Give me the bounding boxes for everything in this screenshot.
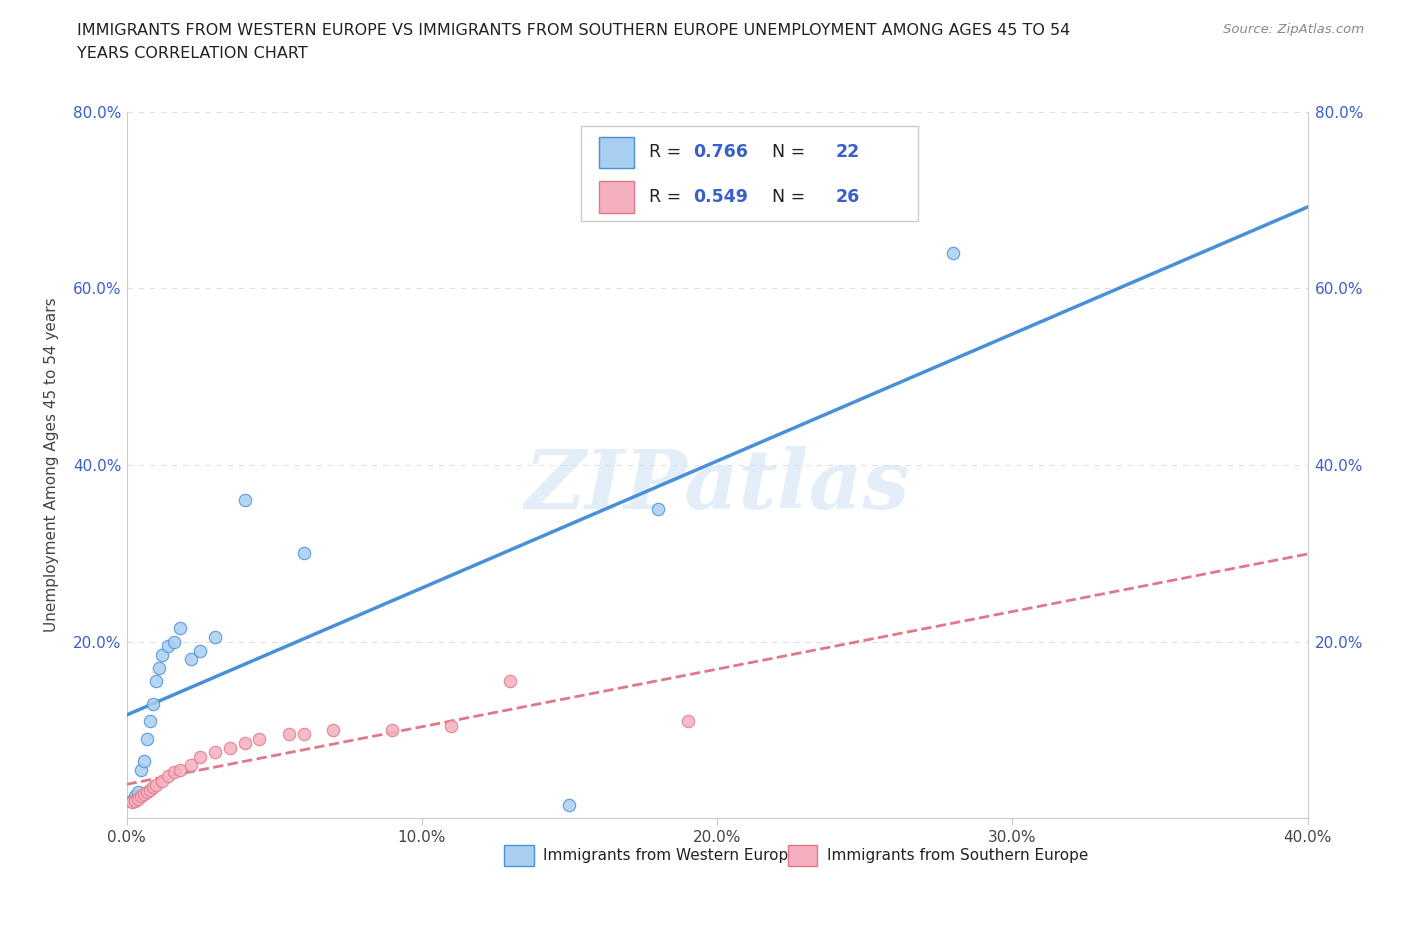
Point: [127, 785, 149, 800]
Text: N =: N =: [761, 143, 810, 162]
FancyBboxPatch shape: [599, 137, 634, 168]
Point: [129, 789, 153, 804]
Point: [142, 780, 165, 795]
Point: [150, 647, 173, 662]
Point: [136, 731, 159, 746]
Text: 0.549: 0.549: [693, 188, 748, 206]
Point: [278, 727, 301, 742]
Text: Immigrants from Western Europe: Immigrants from Western Europe: [544, 848, 799, 863]
Point: [204, 630, 226, 644]
Point: [121, 795, 143, 810]
Text: 0.766: 0.766: [693, 143, 748, 162]
Point: [139, 783, 162, 798]
Point: [440, 718, 463, 733]
Point: [292, 546, 315, 561]
Point: [148, 660, 170, 675]
Point: [381, 723, 404, 737]
Point: [139, 714, 162, 729]
Point: [647, 502, 669, 517]
FancyBboxPatch shape: [599, 181, 634, 213]
Text: IMMIGRANTS FROM WESTERN EUROPE VS IMMIGRANTS FROM SOUTHERN EUROPE UNEMPLOYMENT A: IMMIGRANTS FROM WESTERN EUROPE VS IMMIGR…: [77, 23, 1070, 38]
Point: [322, 723, 344, 737]
Point: [188, 750, 212, 764]
Point: [145, 777, 167, 792]
Text: R =: R =: [648, 188, 686, 206]
Text: Source: ZipAtlas.com: Source: ZipAtlas.com: [1223, 23, 1364, 36]
Point: [169, 763, 191, 777]
Point: [134, 753, 156, 768]
FancyBboxPatch shape: [505, 845, 534, 867]
Point: [156, 768, 179, 783]
Point: [942, 246, 965, 260]
Point: [558, 798, 581, 813]
Point: [180, 758, 202, 773]
Text: 22: 22: [835, 143, 859, 162]
Point: [156, 639, 179, 654]
Point: [204, 745, 226, 760]
Point: [163, 765, 186, 780]
Point: [499, 674, 522, 689]
Text: 26: 26: [835, 188, 859, 206]
Text: Immigrants from Southern Europe: Immigrants from Southern Europe: [827, 848, 1088, 863]
FancyBboxPatch shape: [787, 845, 817, 867]
Y-axis label: Unemployment Among Ages 45 to 54 years: Unemployment Among Ages 45 to 54 years: [45, 298, 59, 632]
Point: [142, 696, 165, 711]
Text: N =: N =: [761, 188, 810, 206]
Point: [188, 644, 212, 658]
Point: [124, 793, 146, 808]
Point: [145, 674, 167, 689]
Text: YEARS CORRELATION CHART: YEARS CORRELATION CHART: [77, 46, 308, 61]
FancyBboxPatch shape: [581, 126, 918, 221]
Text: R =: R =: [648, 143, 686, 162]
Point: [124, 789, 146, 804]
Point: [121, 793, 143, 808]
Text: ZIPatlas: ZIPatlas: [524, 446, 910, 526]
Point: [129, 763, 153, 777]
Point: [134, 786, 156, 801]
Point: [180, 652, 202, 667]
Point: [219, 740, 242, 755]
Point: [169, 621, 191, 636]
Point: [127, 791, 149, 806]
Point: [249, 731, 271, 746]
Point: [163, 634, 186, 649]
Point: [136, 785, 159, 800]
Point: [150, 774, 173, 789]
Point: [233, 493, 256, 508]
Point: [233, 736, 256, 751]
Point: [676, 714, 699, 729]
Point: [292, 727, 315, 742]
